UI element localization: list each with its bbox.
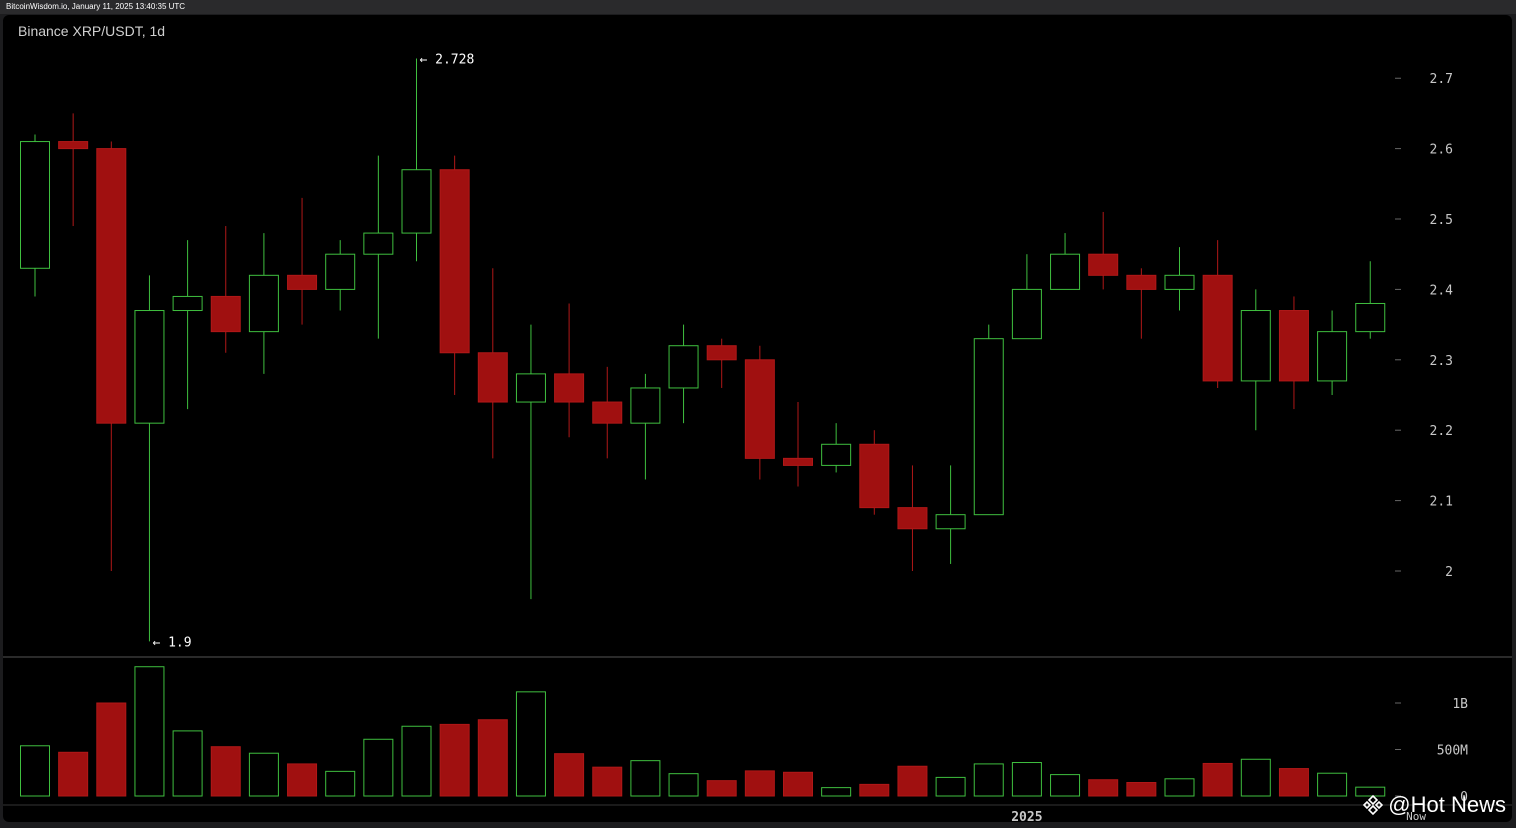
binance-logo-icon (1363, 794, 1384, 816)
volume-tick-label: 0 (1460, 790, 1468, 805)
volume-bar-up (1164, 778, 1195, 797)
volume-bar-down (744, 770, 775, 797)
volume-bar-up (668, 773, 699, 797)
volume-bar-up (134, 666, 165, 797)
volume-bar-down (554, 753, 585, 797)
y-tick-label: 2.7 (1430, 72, 1453, 87)
volume-bar-up (363, 738, 394, 797)
candle-body-down (706, 345, 737, 361)
volume-bar-up (401, 725, 432, 797)
candle-body-down (96, 148, 127, 424)
volume-bar-down (287, 763, 318, 797)
volume-bar-up (1240, 758, 1271, 797)
candle-body-up (172, 295, 203, 312)
volume-tick-label: 1B (1452, 697, 1468, 712)
y-tick-label: 2 (1445, 565, 1453, 580)
candle-body-down (897, 507, 928, 530)
x-axis-label: Now (1406, 810, 1426, 822)
candle-body-down (783, 457, 813, 466)
candle-body-up (401, 169, 432, 234)
candle-body-down (287, 274, 318, 290)
candlestick-chart[interactable]: 2 2.1 2.2 2.3 2.4 2.5 2.6 2.7 1B 500M 0 ← 2.728 ← 1.… (3, 15, 1512, 822)
candle-body-down (58, 141, 89, 150)
volume-bar-down (58, 751, 89, 797)
volume-bar-down (1126, 782, 1157, 797)
volume-bar-down (1202, 762, 1233, 797)
y-tick-label: 2.1 (1430, 495, 1453, 510)
candle-body-up (668, 345, 699, 389)
volume-bar-up (1317, 772, 1348, 797)
candle-body-up (1355, 302, 1386, 333)
candle-body-up (363, 232, 394, 255)
candle-body-down (1126, 274, 1157, 290)
candle-body-up (248, 274, 279, 333)
candle-body-up (515, 373, 546, 403)
watermark-text: @Hot News (1388, 792, 1506, 817)
volume-bar-up (821, 787, 852, 797)
candle-body-up (1164, 274, 1195, 290)
volume-bar-up (515, 691, 546, 797)
candle-body-up (935, 514, 966, 530)
volume-tick-label: 500M (1437, 744, 1468, 759)
y-tick-label: 2.3 (1430, 354, 1453, 369)
volume-bar-up (20, 745, 50, 797)
chart-title: Binance XRP/USDT, 1d (18, 23, 166, 39)
candle-body-down (1278, 310, 1309, 382)
candle-body-up (134, 310, 165, 424)
volume-bar-up (973, 763, 1004, 797)
candle-body-up (1050, 253, 1081, 290)
volume-bar-down (477, 719, 508, 797)
volume-bar-up (325, 770, 356, 797)
candle-body-up (325, 253, 356, 290)
volume-bar-up (935, 776, 966, 797)
volume-bar-up (630, 760, 661, 797)
volume-bar-down (210, 746, 241, 797)
candle-body-down (477, 352, 508, 403)
candle-body-up (1317, 331, 1348, 382)
price-annotation: ← 2.728 (420, 52, 475, 67)
y-tick-label: 2.6 (1430, 143, 1453, 158)
candle-body-down (439, 169, 470, 354)
y-tick-label: 2.4 (1430, 283, 1454, 298)
volume-bar-up (172, 730, 203, 797)
candle-body-down (859, 443, 890, 509)
volume-bar-up (1011, 762, 1042, 797)
y-tick-label: 2.2 (1430, 424, 1453, 439)
candle-body-up (630, 387, 661, 424)
volume-bar-down (96, 702, 127, 797)
volume-bar-down (706, 780, 737, 797)
top-bar: BitcoinWisdom.io, January 11, 2025 13:40… (0, 0, 1516, 14)
candle-body-up (821, 443, 852, 466)
volume-bar-up (1050, 774, 1081, 797)
candle-body-down (744, 359, 775, 459)
price-annotation: ← 1.9 (152, 635, 191, 650)
volume-bar-down (592, 766, 623, 797)
chart-panel: Binance XRP/USDT, 1d 2 2.1 2.2 2.3 2.4 2.5 2.6… (3, 15, 1512, 822)
volume-bar-down (859, 783, 890, 797)
volume-bar-down (439, 723, 470, 797)
candle-body-up (973, 338, 1004, 516)
timestamp-text: BitcoinWisdom.io, January 11, 2025 13:40… (6, 2, 186, 11)
watermark: @Hot News (1362, 792, 1506, 818)
volume-bar-down (783, 771, 813, 797)
volume-bar-up (248, 752, 279, 797)
y-tick-label: 2.5 (1430, 213, 1453, 228)
volume-bar-down (897, 765, 928, 797)
volume-bar-down (1088, 779, 1119, 797)
candle-body-up (1240, 310, 1271, 382)
candle-body-down (1202, 274, 1233, 382)
volume-bar-up (1355, 786, 1386, 797)
candle-body-down (210, 295, 241, 333)
volume-bar-down (1278, 768, 1309, 797)
candle-body-down (592, 401, 623, 424)
candle-body-down (1088, 253, 1119, 276)
candle-body-down (554, 373, 585, 403)
candle-body-up (1011, 288, 1042, 340)
x-axis-label: 2025 (1011, 810, 1042, 822)
candle-body-up (20, 141, 50, 269)
